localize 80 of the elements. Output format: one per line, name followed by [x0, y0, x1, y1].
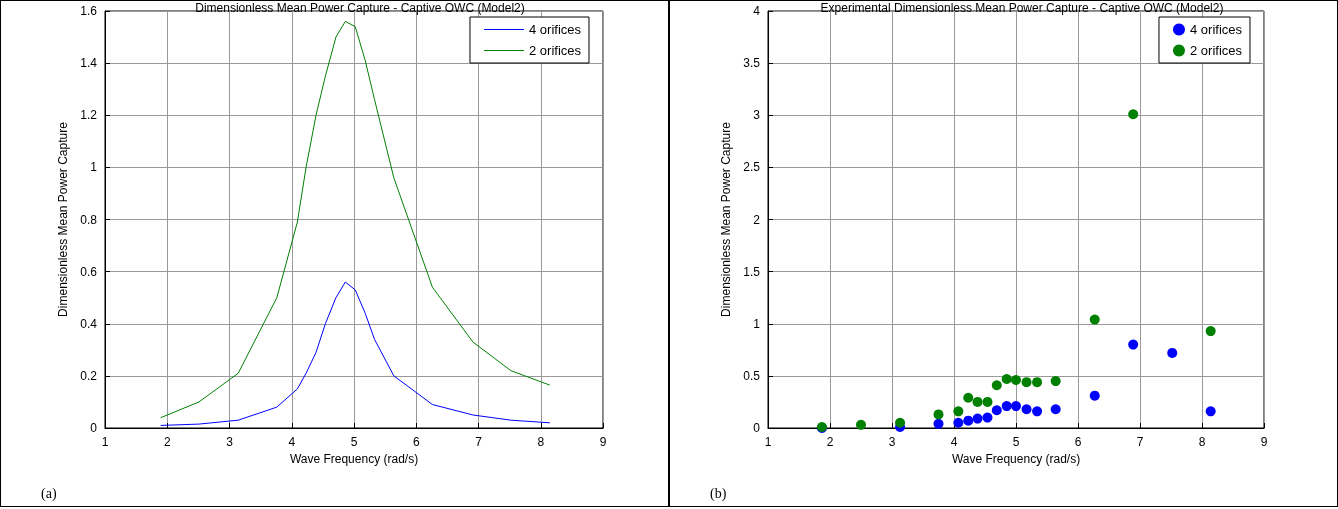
legend-label: 4 orifices [1189, 22, 1243, 37]
legend-label: 2 orifices [528, 43, 582, 58]
x-tick-label: 4 [950, 435, 958, 449]
point [1021, 377, 1032, 388]
point [982, 396, 993, 407]
chart-title: Dimensionless Mean Power Capture - Captive OWC (Model2) [195, 1, 525, 15]
point [933, 418, 944, 429]
point [1128, 339, 1139, 350]
line-series [160, 281, 550, 426]
x-tick-label: 3 [226, 435, 234, 449]
x-tick-label: 4 [288, 435, 296, 449]
y-tick-label: 0.6 [80, 264, 98, 279]
point [991, 405, 1002, 416]
point [1205, 326, 1216, 337]
x-tick-label: 8 [1198, 435, 1206, 449]
y-axis-title: Dimensionless Mean Power Capture [56, 121, 71, 317]
point [933, 409, 944, 420]
y-tick-label: 2 [753, 212, 761, 227]
x-tick-label: 2 [826, 435, 834, 449]
point [1001, 401, 1012, 412]
x-tick-label: 8 [537, 435, 545, 449]
x-axis-title: Wave Frequency (rad/s) [289, 451, 419, 466]
text: (b) [710, 485, 727, 502]
point [1032, 406, 1043, 417]
x-tick-label: 1 [764, 435, 772, 449]
y-tick-label: 3 [753, 108, 761, 123]
point [1205, 406, 1216, 417]
y-tick-label: 2.5 [743, 160, 761, 175]
y-tick-label: 4 [753, 4, 761, 18]
x-tick-label: 9 [599, 435, 607, 449]
x-tick-label: 2 [163, 435, 171, 449]
point [963, 415, 974, 426]
point [1050, 404, 1061, 415]
x-tick-label: 6 [412, 435, 420, 449]
x-tick-label: 7 [475, 435, 483, 449]
y-tick-label: 1.5 [743, 264, 761, 279]
y-tick-label: 1.4 [80, 56, 98, 71]
y-tick-label: 1.6 [80, 4, 98, 18]
y-tick-label: 0.8 [80, 212, 98, 227]
y-tick-label: 0.4 [80, 316, 98, 331]
point [856, 419, 866, 430]
chart-title: Experimental Dimensionless Mean Power Capture - Captive OWC (Model2) [820, 1, 1224, 15]
x-axis-title: Wave Frequency (rad/s) [951, 451, 1081, 466]
y-axis-title: Dimensionless Mean Power Capture [719, 121, 734, 317]
point [963, 392, 974, 403]
point [1167, 347, 1178, 358]
point [1032, 377, 1043, 388]
y-tick-label: 0 [753, 421, 761, 435]
y-tick-label: 0.2 [80, 368, 98, 383]
x-tick-label: 7 [1136, 435, 1144, 449]
x-tick-label: 5 [350, 435, 358, 449]
point [1001, 374, 1012, 384]
point [1089, 314, 1100, 325]
point [1128, 109, 1139, 120]
point [895, 417, 906, 428]
y-tick-label: 0 [90, 421, 98, 435]
legend-label: 2 orifices [1189, 43, 1243, 58]
point [1021, 404, 1032, 415]
y-tick-label: 0.5 [743, 368, 761, 383]
y-tick-label: 1 [90, 160, 98, 175]
point [972, 413, 983, 424]
y-tick-label: 1.2 [80, 108, 98, 123]
y-tick-label: 1 [753, 316, 761, 331]
point [972, 396, 983, 407]
x-tick-label: 6 [1074, 435, 1082, 449]
x-tick-label: 3 [888, 435, 896, 449]
point [1050, 376, 1061, 387]
text: (a) [41, 485, 57, 502]
point [1011, 375, 1021, 386]
x-tick-label: 9 [1260, 435, 1268, 449]
x-tick-label: 5 [1012, 435, 1020, 449]
point [1089, 390, 1100, 401]
point [982, 412, 993, 423]
x-tick-label: 1 [101, 435, 109, 449]
legend-label: 4 orifices [528, 22, 582, 37]
point [953, 417, 964, 428]
point [1011, 401, 1021, 412]
point [953, 406, 964, 417]
y-tick-label: 3.5 [743, 56, 761, 71]
point [991, 380, 1002, 391]
